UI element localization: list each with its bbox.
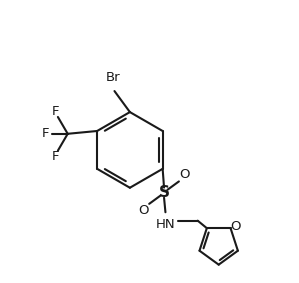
Text: F: F [51, 150, 59, 163]
Text: F: F [42, 127, 49, 140]
Text: Br: Br [106, 71, 120, 84]
Text: O: O [138, 204, 149, 217]
Text: S: S [158, 185, 170, 200]
Text: O: O [179, 168, 190, 181]
Text: F: F [51, 105, 59, 118]
Text: O: O [230, 220, 241, 233]
Text: HN: HN [156, 218, 175, 231]
